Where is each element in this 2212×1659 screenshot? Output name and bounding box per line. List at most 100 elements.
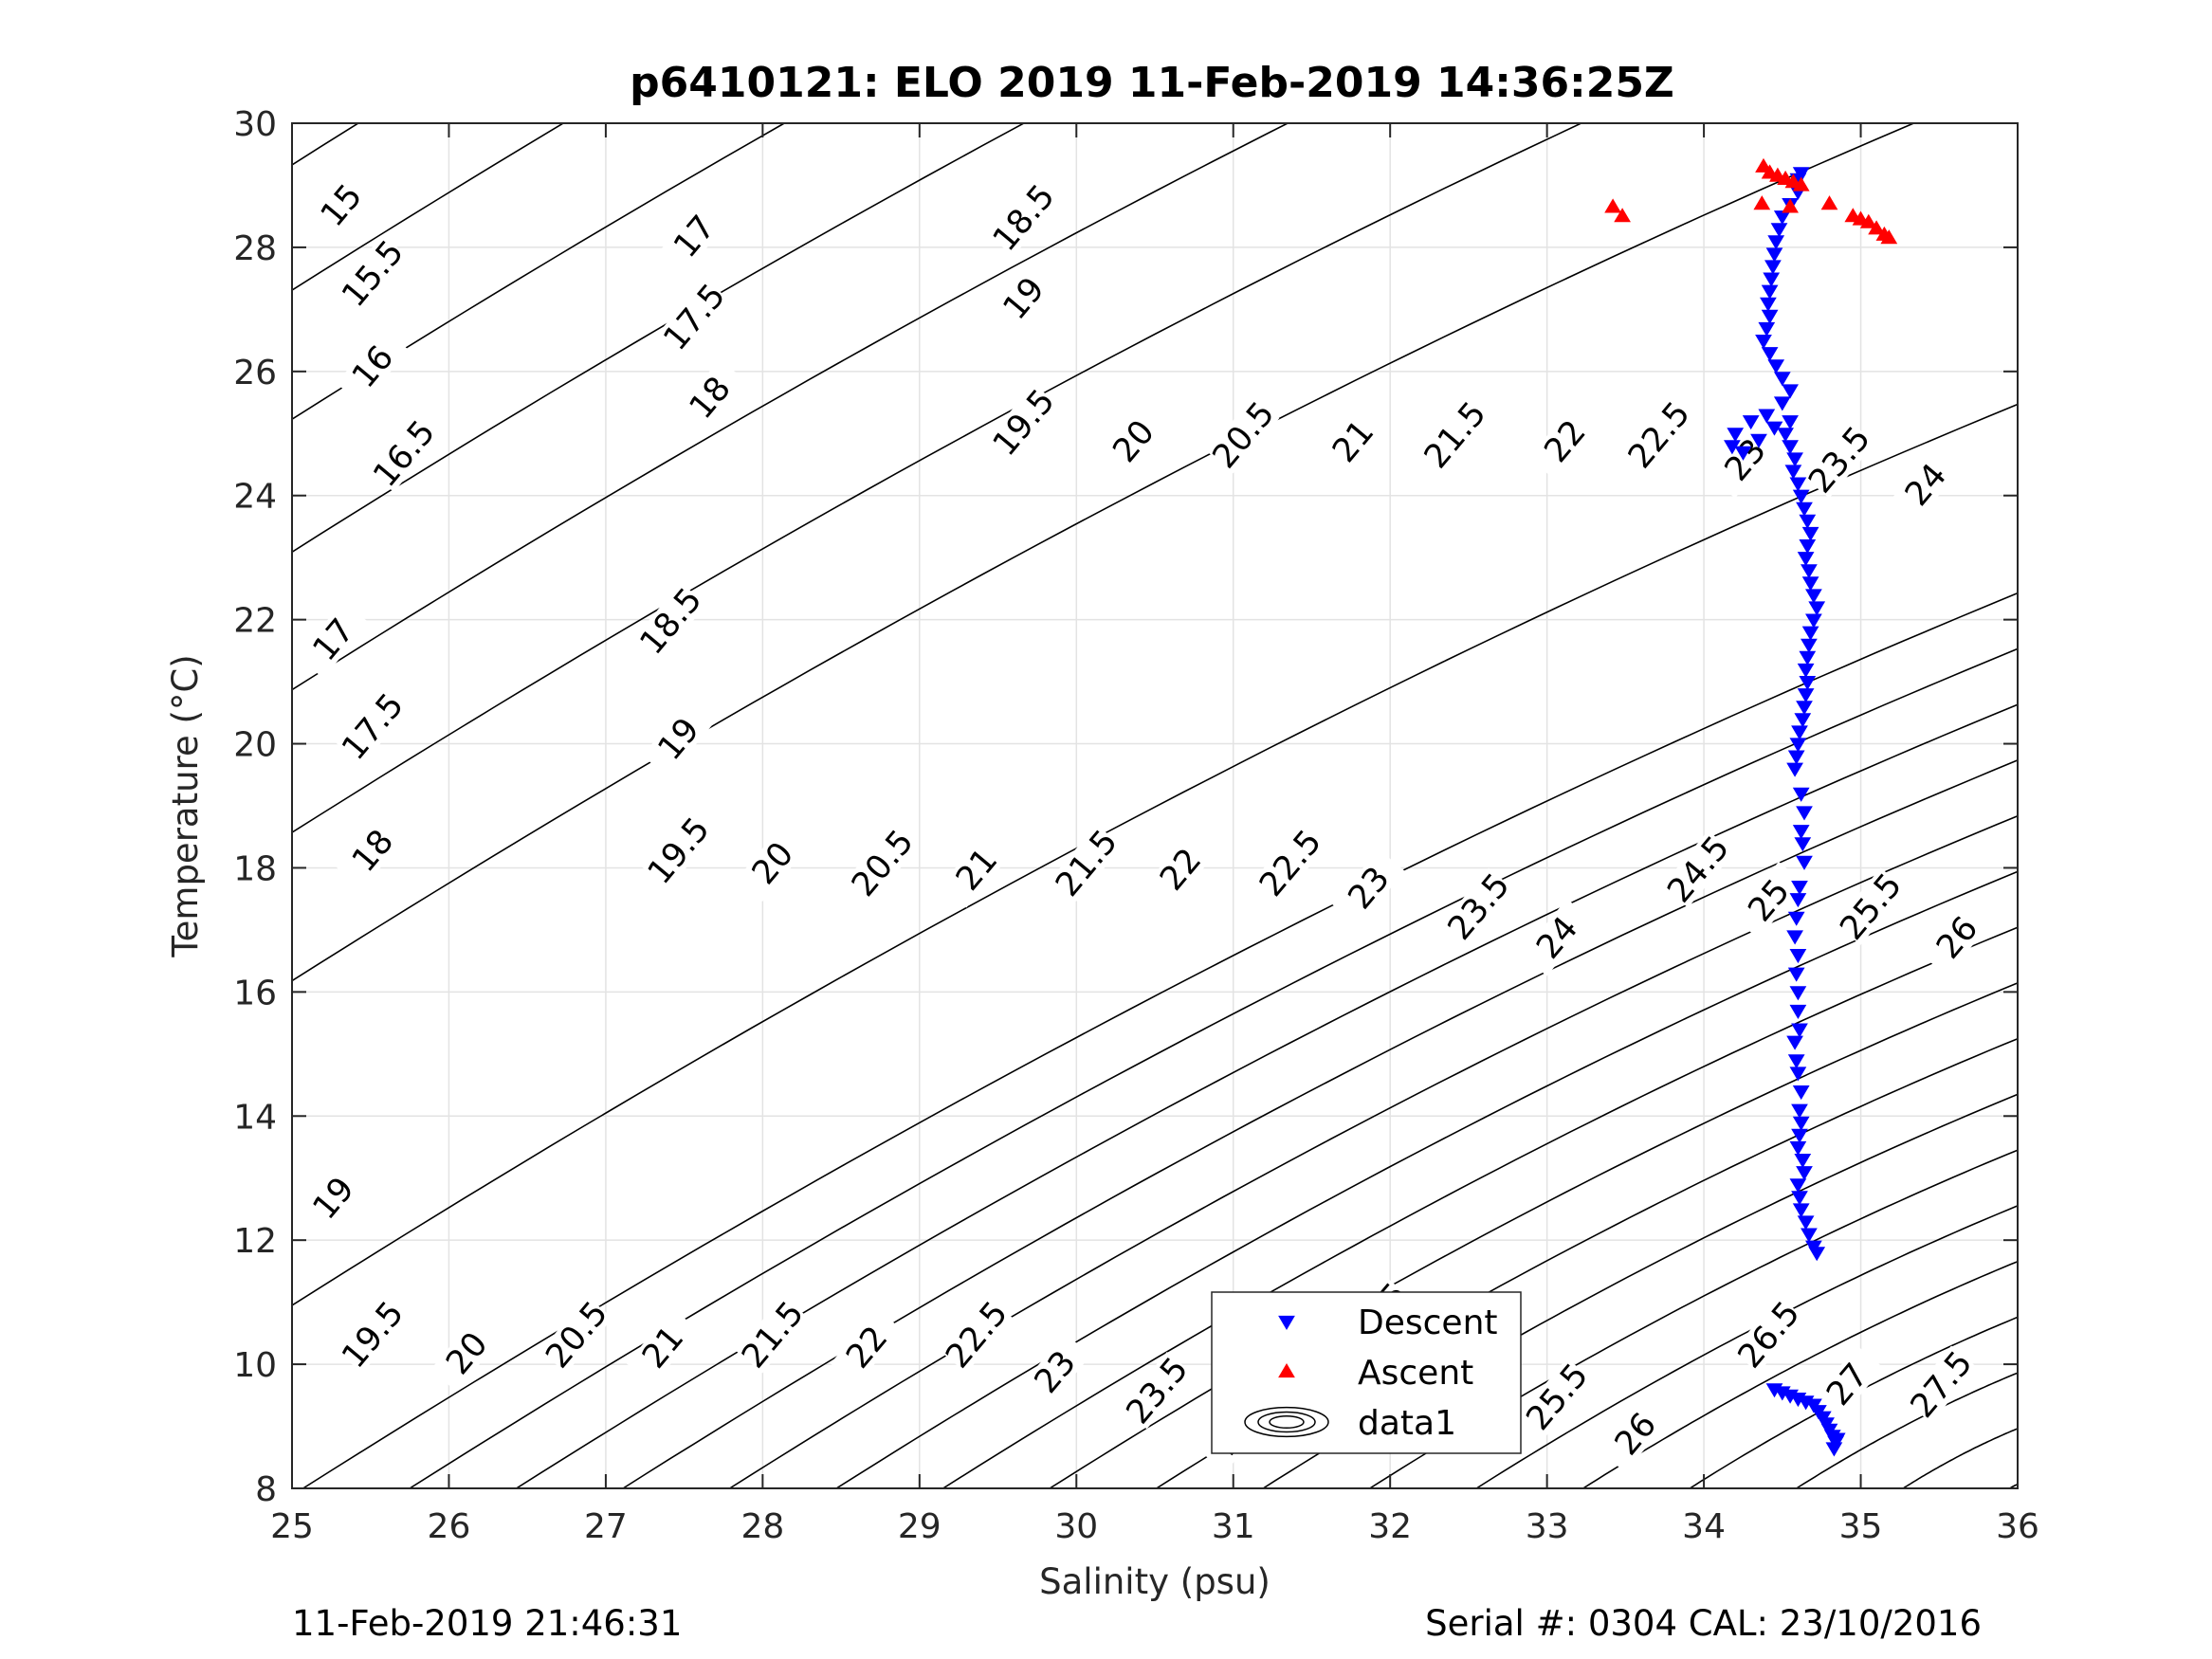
x-tick-label: 26 (428, 1507, 471, 1546)
contour-label-background (1732, 861, 1805, 939)
y-tick-label: 22 (233, 602, 277, 641)
contour-label-background (1097, 402, 1170, 480)
density-contour-line (942, 926, 2018, 1488)
footer-serial-cal: Serial #: 0304 CAL: 23/10/2016 (1425, 1603, 1982, 1644)
descent-point (1758, 321, 1776, 337)
descent-point (1760, 297, 1777, 312)
contour-label-background (1661, 830, 1735, 908)
descent-point (1791, 1128, 1808, 1143)
contour-label-background (626, 1308, 700, 1386)
descent-point (1727, 428, 1745, 443)
x-tick-label: 33 (1526, 1507, 1569, 1546)
data-series (1604, 157, 1898, 1457)
ascent-point (1820, 195, 1838, 210)
descent-point (1801, 564, 1818, 579)
contour-label-background (657, 278, 731, 356)
density-contour-line (292, 123, 1026, 553)
descent-point (1799, 676, 1817, 691)
descent-point (1792, 1085, 1810, 1101)
descent-point (1787, 911, 1805, 926)
density-contour-line (292, 123, 1916, 982)
contour-label-background (987, 383, 1060, 462)
contour-label-background (1905, 1345, 1978, 1423)
contour-label-background (297, 600, 370, 679)
legend-label-ascent: Ascent (1358, 1354, 1473, 1393)
descent-point (1801, 1228, 1818, 1243)
contour-label-background (336, 1296, 410, 1374)
descent-point (1808, 1247, 1826, 1262)
descent-point (1782, 384, 1799, 399)
descent-point (1799, 539, 1817, 555)
descent-point (1805, 589, 1822, 604)
footer-timestamp: 11-Feb-2019 21:46:31 (292, 1603, 682, 1644)
contour-label-background (657, 197, 731, 275)
descent-point (1797, 663, 1815, 678)
contour-label-background (336, 234, 410, 313)
descent-point (1765, 247, 1783, 263)
descent-point (1792, 1116, 1810, 1131)
descent-point (1794, 713, 1812, 728)
descent-point (1773, 396, 1791, 411)
contour-label-background (642, 811, 715, 889)
contour-label-background (1520, 1358, 1594, 1435)
descent-point (1796, 806, 1813, 821)
density-contour-label-group: 26 (1920, 899, 1994, 976)
legend-marker-ascent (1278, 1363, 1295, 1378)
descent-point (1789, 893, 1807, 908)
descent-point (1761, 284, 1779, 300)
density-contour-line (292, 123, 1583, 833)
contour-label-background (1622, 395, 1695, 474)
descent-point (1777, 428, 1794, 443)
contour-label-background (1528, 402, 1601, 480)
descent-point (1773, 372, 1791, 387)
descent-point (1801, 638, 1818, 653)
x-tick-label: 29 (898, 1507, 941, 1546)
y-tick-label: 16 (233, 974, 277, 1012)
density-contour-line (1582, 1260, 2018, 1488)
descent-point (1758, 409, 1776, 424)
y-tick-label: 10 (233, 1346, 277, 1385)
axis-ticks: 25 26 27 28 29 30 31 32 33 34 35 36 8 10 12 14 16 18 20 22 2… (233, 105, 2039, 1546)
descent-point (1767, 359, 1785, 374)
legend-marker-descent (1278, 1315, 1295, 1330)
contour-label-background (1332, 848, 1405, 927)
descent-point (1792, 489, 1810, 504)
y-tick-label: 20 (233, 726, 277, 765)
legend-marker-data1 (1269, 1414, 1305, 1430)
descent-point (1786, 452, 1803, 467)
contour-label-background (1253, 824, 1326, 902)
contour-label-background (1520, 899, 1594, 976)
ascent-point (1868, 220, 1885, 235)
y-tick-label: 26 (233, 354, 277, 392)
descent-point (1791, 1103, 1808, 1119)
descent-point (1791, 725, 1808, 740)
descent-point (1794, 1154, 1812, 1169)
contour-label-background (1802, 421, 1876, 499)
contour-label-background (336, 327, 410, 406)
y-axis-label: Temperature (°C) (165, 654, 206, 957)
contour-label-background (673, 358, 746, 437)
descent-point (1792, 1203, 1810, 1218)
descent-point (1791, 881, 1808, 896)
descent-point (1828, 1432, 1846, 1448)
descent-point (1797, 1215, 1815, 1231)
y-tick-label: 8 (255, 1470, 277, 1509)
x-tick-label: 30 (1054, 1507, 1098, 1546)
contour-label-background (1316, 402, 1390, 480)
descent-point (1787, 967, 1805, 982)
descent-point (1764, 260, 1782, 275)
contour-label-background (1050, 824, 1123, 902)
y-tick-label: 12 (233, 1222, 277, 1261)
x-tick-label: 34 (1682, 1507, 1726, 1546)
chart-title: p6410121: ELO 2019 11-Feb-2019 14:36:25Z (630, 59, 1674, 107)
ascent-point (1880, 229, 1898, 245)
contour-label-background (1834, 867, 1908, 945)
x-axis-label: Salinity (psu) (1039, 1561, 1271, 1602)
ascent-point (1604, 198, 1621, 213)
contour-label-background (539, 1296, 613, 1374)
legend-marker-data1 (1244, 1406, 1329, 1438)
ascent-point (1614, 208, 1631, 223)
density-contour-line (1902, 1428, 2018, 1488)
contour-label-background (1018, 1333, 1091, 1411)
y-tick-label: 14 (233, 1098, 277, 1137)
